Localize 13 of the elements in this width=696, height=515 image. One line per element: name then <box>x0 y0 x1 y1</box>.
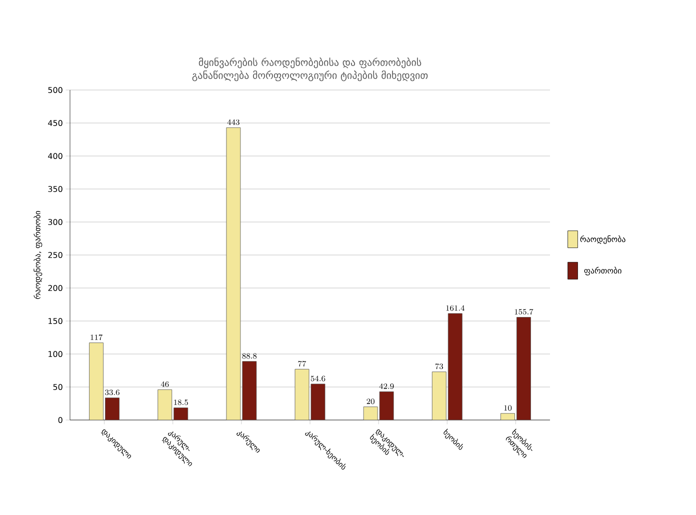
bar <box>516 317 531 420</box>
bar <box>310 384 326 420</box>
bar <box>242 361 257 420</box>
bar <box>432 372 446 420</box>
bar <box>379 391 394 420</box>
bar <box>226 127 241 420</box>
bar <box>105 398 120 420</box>
bar <box>448 313 462 420</box>
chart-title: მყინვარების რაოდენობებისა და ფართობების განაწილება მორფოლოგიური ტიპების მიხედვით <box>192 58 428 82</box>
bar <box>174 408 188 420</box>
bar <box>158 389 172 420</box>
bar <box>294 368 310 420</box>
bar <box>89 342 104 420</box>
